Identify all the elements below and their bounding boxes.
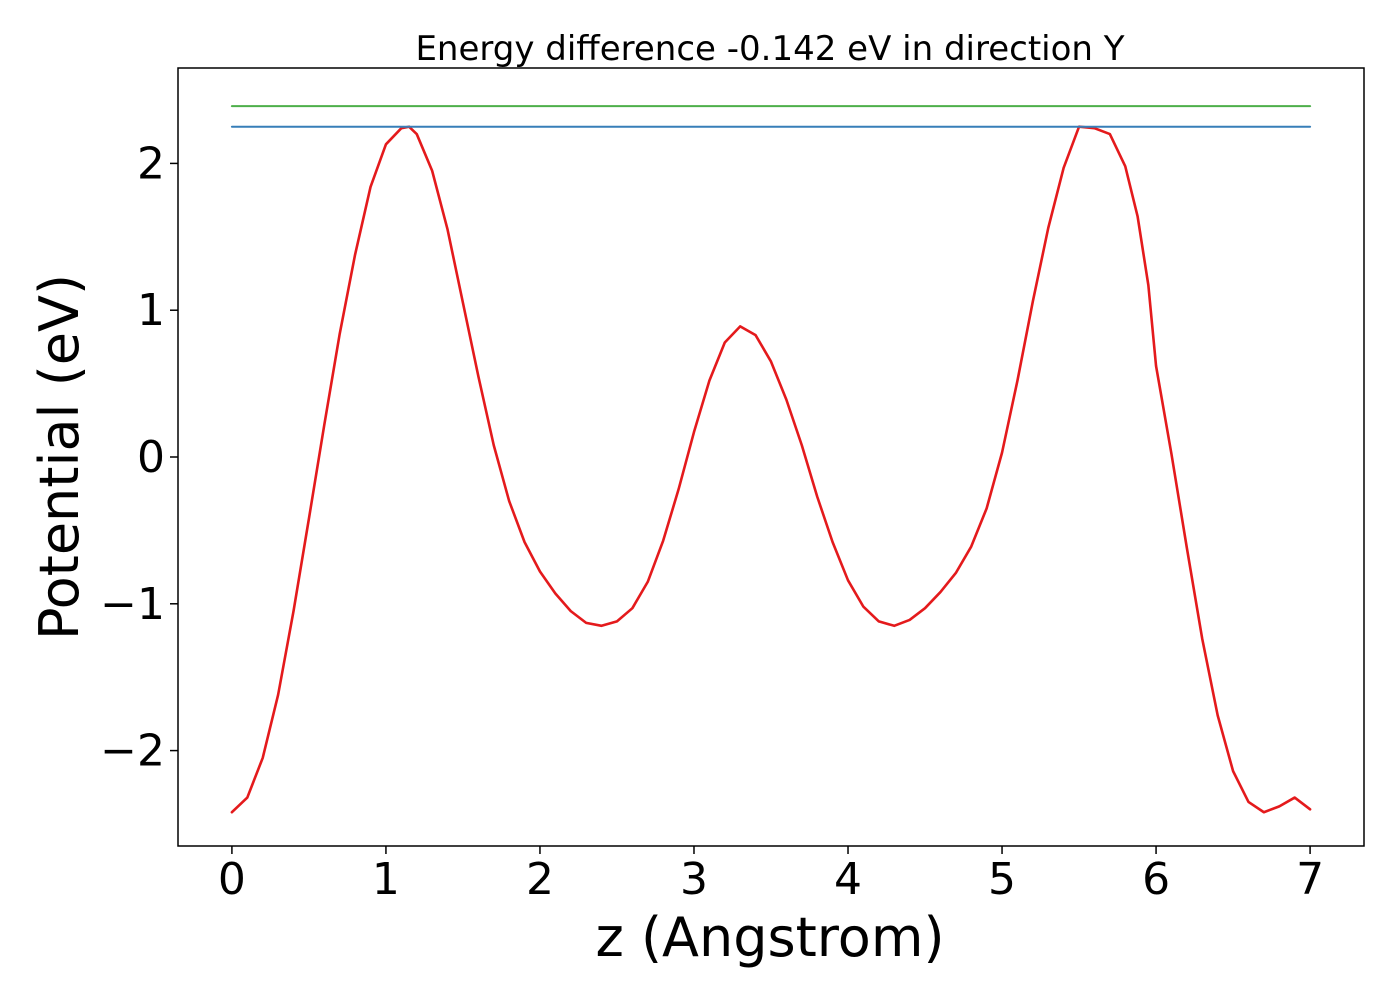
x-tick-label: 2 (526, 854, 554, 905)
y-axis: −2 −1 0 1 2 (100, 138, 178, 777)
y-tick-label: −2 (100, 726, 165, 777)
y-tick-label: 1 (137, 285, 165, 336)
y-tick-label: −1 (100, 579, 165, 630)
x-axis: 0 1 2 3 4 5 6 7 (218, 846, 1324, 905)
x-tick-label: 4 (834, 854, 862, 905)
chart-title: Energy difference -0.142 eV in direction… (415, 29, 1124, 69)
x-tick-label: 0 (218, 854, 246, 905)
x-tick-label: 6 (1142, 854, 1170, 905)
x-tick-label: 3 (680, 854, 708, 905)
plot-frame (177, 67, 1365, 847)
series-layer (230, 105, 1312, 814)
x-axis-label: z (Angstrom) (595, 906, 944, 969)
y-tick-label: 2 (137, 138, 165, 189)
y-tick-label: 0 (137, 432, 165, 483)
y-axis-label: Potential (eV) (28, 274, 91, 640)
x-tick-label: 5 (988, 854, 1016, 905)
x-tick-label: 1 (372, 854, 400, 905)
x-tick-label: 7 (1296, 854, 1324, 905)
potential-line (230, 125, 1312, 814)
